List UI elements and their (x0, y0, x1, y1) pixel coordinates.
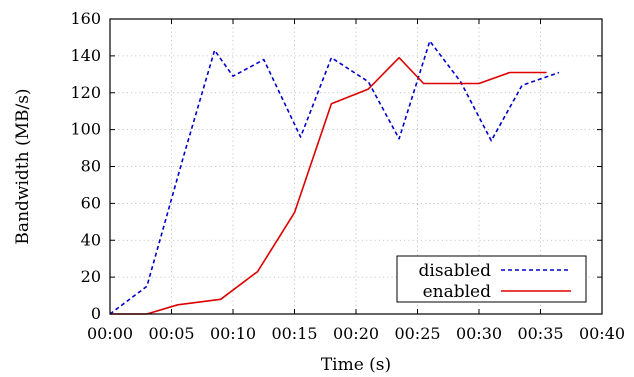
x-tick-label: 00:10 (210, 324, 256, 343)
x-tick-label: 00:25 (394, 324, 440, 343)
y-ticks: 0 20 40 60 80 100 120 140 160 (70, 9, 602, 323)
series-line-disabled (109, 40, 560, 315)
y-axis-label: Bandwidth (MB/s) (13, 88, 33, 244)
legend: disabled enabled (396, 255, 587, 303)
x-tick-label: 00:05 (148, 324, 194, 343)
legend-label-disabled: disabled (419, 261, 492, 281)
x-tick-label: 00:15 (271, 324, 317, 343)
y-tick-label: 60 (81, 193, 101, 212)
y-tick-label: 0 (91, 304, 101, 323)
x-tick-label: 00:35 (517, 324, 563, 343)
y-tick-label: 80 (81, 157, 101, 176)
legend-label-enabled: enabled (423, 282, 492, 302)
y-tick-label: 40 (81, 230, 101, 249)
x-axis-label: Time (s) (321, 355, 391, 375)
grid (110, 19, 602, 314)
y-tick-label: 100 (70, 120, 101, 139)
x-tick-label: 00:00 (87, 324, 133, 343)
y-tick-label: 120 (70, 83, 101, 102)
x-tick-label: 00:30 (456, 324, 502, 343)
legend-box (396, 255, 587, 303)
x-tick-label: 00:20 (333, 324, 379, 343)
y-tick-label: 160 (70, 9, 101, 28)
series-layer (109, 40, 560, 315)
y-tick-label: 140 (70, 46, 101, 65)
x-tick-label: 00:40 (579, 324, 625, 343)
y-tick-label: 20 (81, 267, 101, 286)
series-line-enabled (110, 56, 547, 315)
x-ticks: 00:00 00:05 00:10 00:15 00:20 00:25 00:30 00:35… (87, 19, 625, 343)
